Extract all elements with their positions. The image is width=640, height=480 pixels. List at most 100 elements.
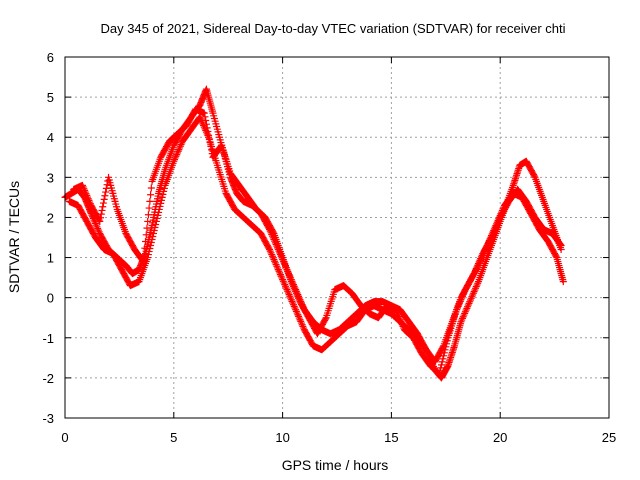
data-point	[147, 242, 155, 250]
data-point	[157, 199, 165, 207]
data-point	[207, 142, 215, 150]
x-tick-label: 25	[602, 430, 616, 445]
data-point	[458, 316, 466, 324]
data-point	[393, 309, 401, 317]
data-point	[203, 124, 211, 132]
data-point	[275, 267, 283, 275]
data-point	[81, 186, 89, 194]
data-point	[487, 234, 495, 241]
y-tick-label: 1	[47, 251, 54, 266]
data-point	[200, 109, 208, 117]
data-point	[149, 232, 157, 240]
data-point	[473, 281, 481, 289]
data-point	[269, 254, 277, 262]
data-point	[474, 261, 482, 269]
data-point	[85, 196, 93, 204]
data-point	[441, 346, 449, 354]
data-point	[292, 307, 300, 315]
data-point	[152, 220, 160, 228]
data-point	[443, 337, 451, 345]
data-point	[155, 205, 163, 213]
data-point	[458, 294, 466, 302]
x-tick-label: 0	[61, 430, 68, 445]
data-point	[461, 287, 469, 295]
data-point	[472, 284, 480, 292]
data-point	[281, 281, 289, 289]
data-point	[439, 355, 447, 363]
data-point	[155, 208, 163, 216]
data-point	[140, 251, 148, 259]
data-point	[285, 291, 293, 299]
data-point	[396, 316, 404, 324]
data-point	[278, 274, 286, 282]
data-point	[437, 364, 445, 372]
data-point	[556, 241, 564, 249]
data-point	[289, 299, 297, 307]
data-point	[465, 299, 473, 307]
data-point	[440, 349, 448, 357]
x-tick-label: 15	[384, 430, 398, 445]
data-point	[435, 370, 443, 378]
data-point	[268, 252, 276, 260]
data-points	[61, 85, 567, 382]
data-point	[477, 255, 485, 263]
data-point	[456, 299, 464, 307]
data-point	[96, 217, 104, 225]
data-point	[170, 157, 178, 165]
data-point	[454, 302, 462, 310]
data-point	[298, 321, 306, 329]
data-point	[282, 284, 290, 292]
data-point	[160, 187, 168, 195]
data-point	[283, 286, 291, 294]
chart-title: Day 345 of 2021, Sidereal Day-to-day VTE…	[100, 21, 565, 36]
data-point	[144, 254, 152, 262]
x-tick-labels: 0 5 10 15 20 25	[61, 430, 616, 445]
data-point	[139, 258, 147, 266]
data-point	[147, 191, 155, 199]
y-tick-label: -2	[42, 371, 54, 386]
data-point	[292, 288, 300, 296]
data-point	[291, 304, 299, 312]
data-point	[293, 291, 301, 299]
data-point	[208, 146, 216, 154]
data-point	[289, 283, 297, 291]
data-point	[272, 261, 280, 269]
data-point	[276, 271, 284, 279]
data-point	[321, 315, 329, 323]
data-point	[100, 195, 108, 203]
data-point	[279, 276, 287, 284]
data-point	[474, 260, 482, 268]
data-point	[395, 314, 403, 322]
data-point	[436, 367, 444, 375]
data-point	[399, 322, 407, 330]
data-point	[490, 227, 498, 235]
data-point	[461, 308, 469, 316]
y-tick-label: 3	[47, 170, 54, 185]
data-point	[472, 283, 480, 291]
data-point	[443, 340, 451, 348]
data-point	[294, 311, 302, 319]
data-point	[461, 309, 469, 317]
y-tick-labels: -3 -2 -1 0 1 2 3 4 5 6	[42, 50, 54, 426]
x-axis-label: GPS time / hours	[282, 457, 389, 473]
data-point	[174, 147, 182, 155]
data-point	[494, 218, 502, 226]
data-point	[297, 319, 305, 327]
data-point	[197, 115, 205, 123]
data-point	[86, 198, 94, 206]
data-point	[474, 279, 482, 287]
data-point	[217, 142, 225, 150]
data-point	[559, 278, 567, 286]
data-point	[284, 287, 292, 295]
data-point	[79, 183, 87, 191]
data-point	[469, 271, 477, 279]
data-point	[460, 311, 468, 319]
data-point	[455, 301, 463, 309]
data-point	[290, 284, 298, 292]
data-point	[205, 135, 213, 143]
data-point	[557, 242, 565, 250]
data-point	[467, 294, 475, 302]
y-tick-label: 2	[47, 210, 54, 225]
data-point	[98, 206, 106, 214]
